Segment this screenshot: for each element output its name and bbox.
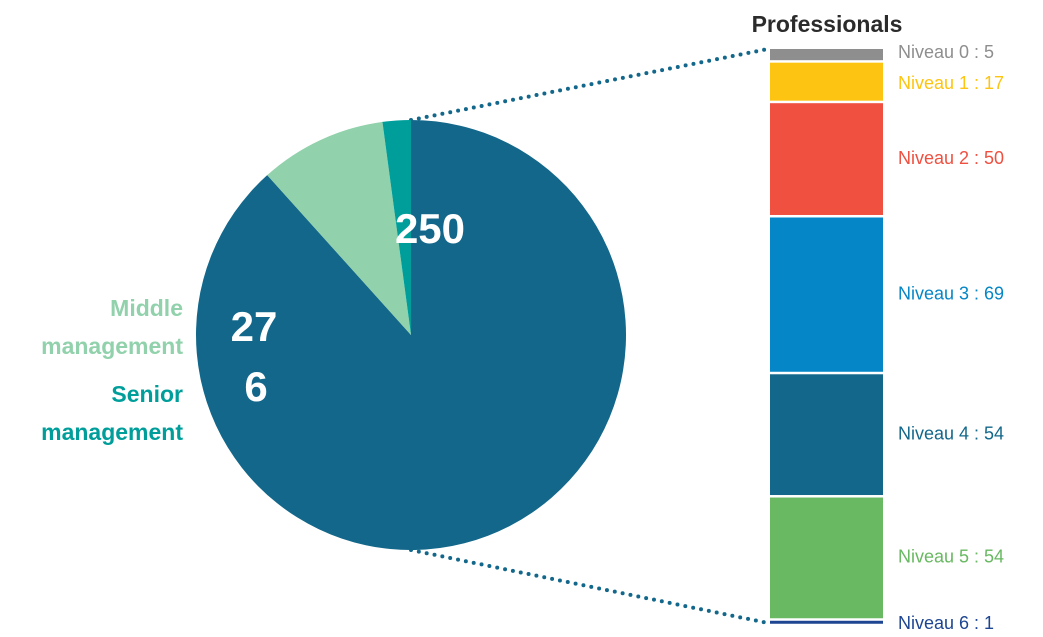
bar-segment-3 bbox=[770, 217, 883, 372]
bar-segment-label-4: Niveau 4 : 54 bbox=[898, 423, 1004, 443]
bar-segment-label-5: Niveau 5 : 54 bbox=[898, 547, 1004, 567]
pie-slice-value-2: 6 bbox=[244, 363, 267, 410]
connector-top bbox=[409, 47, 770, 122]
bar-segment-5 bbox=[770, 497, 883, 619]
pie-slice-2 bbox=[382, 119, 411, 335]
pie-labels: 250 27 Middle management 6 Senior management bbox=[41, 205, 465, 445]
pie-slice-label-1-line-0: Middle bbox=[110, 295, 183, 321]
pie-slice-1 bbox=[267, 121, 411, 336]
bar-segment-4 bbox=[770, 374, 883, 496]
pie-slice-value-0: 250 bbox=[395, 205, 465, 252]
bar-segment-6 bbox=[770, 620, 883, 624]
bar-segment-2 bbox=[770, 103, 883, 215]
pie-chart bbox=[196, 119, 627, 550]
bar-title: Professionals bbox=[752, 11, 903, 37]
pie-slice-label-2-line-0: Senior bbox=[111, 381, 183, 407]
bar-segment-label-6: Niveau 6 : 1 bbox=[898, 613, 994, 632]
bar-segment-label-0: Niveau 0 : 5 bbox=[898, 42, 994, 62]
pie-to-bar-connectors bbox=[409, 47, 770, 625]
bar-segment-0 bbox=[770, 49, 883, 61]
pie-slice-value-1: 27 bbox=[231, 303, 278, 350]
bar-segment-1 bbox=[770, 62, 883, 101]
bar-segment-label-2: Niveau 2 : 50 bbox=[898, 148, 1004, 168]
bar-segment-label-3: Niveau 3 : 69 bbox=[898, 283, 1004, 303]
stacked-bar-chart: Professionals Niveau 0 : 5 Niveau 1 : 17 N… bbox=[752, 11, 1005, 633]
bar-segment-label-1: Niveau 1 : 17 bbox=[898, 73, 1004, 93]
pie-slice-label-1-line-1: management bbox=[41, 333, 183, 359]
connector-bottom bbox=[409, 548, 770, 625]
pie-slice-label-2-line-1: management bbox=[41, 419, 183, 445]
pie-slice-0 bbox=[196, 120, 627, 550]
